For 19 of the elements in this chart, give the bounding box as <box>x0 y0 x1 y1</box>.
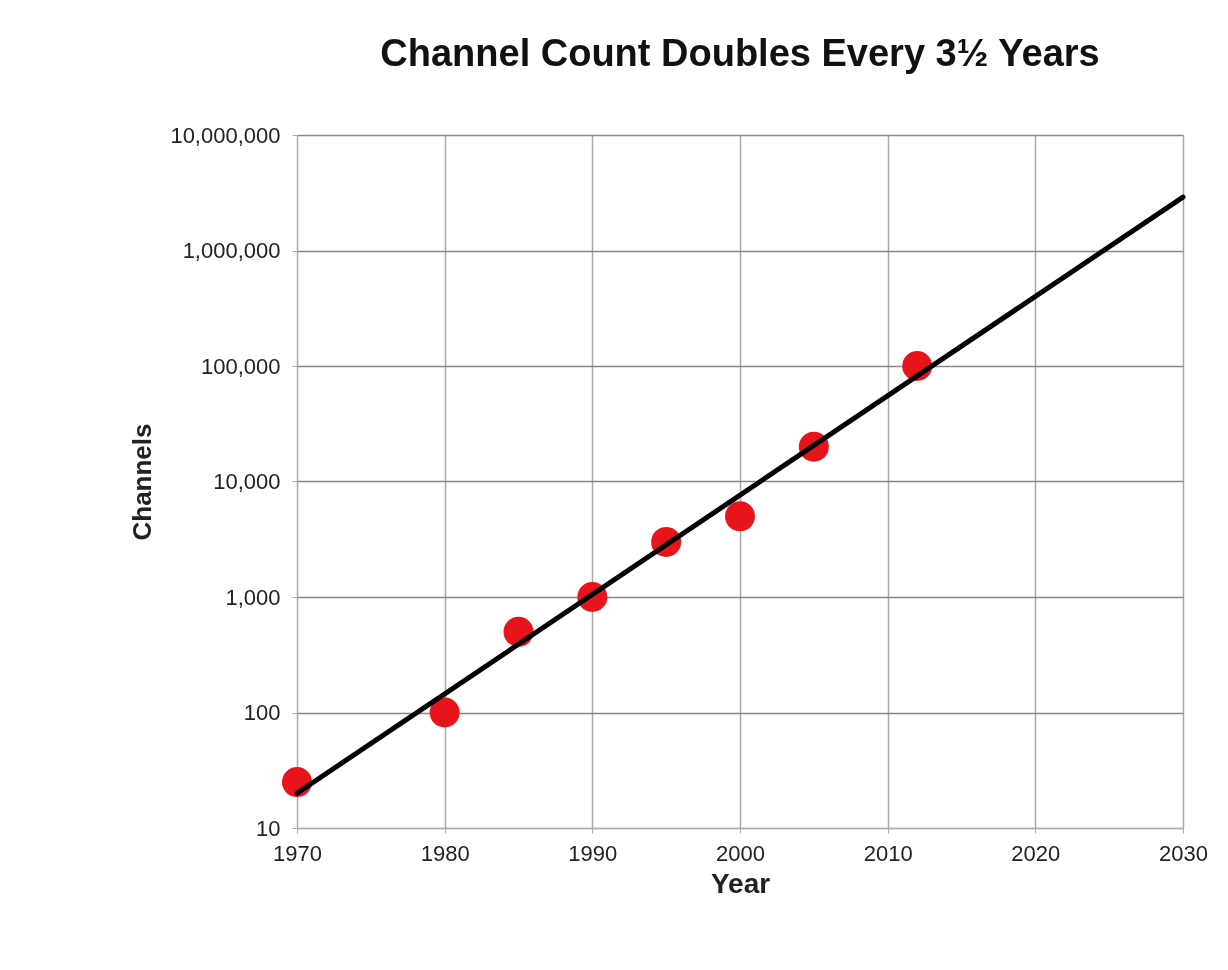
x-axis-title: Year <box>710 867 771 899</box>
y-tick-label: 10 <box>256 815 281 841</box>
x-tick-label: 2000 <box>716 840 765 866</box>
y-tick-label: 10,000,000 <box>170 122 281 148</box>
x-tick-label: 2020 <box>1011 840 1061 866</box>
x-tick-label: 1970 <box>273 840 322 866</box>
x-tick-label: 2010 <box>863 840 913 866</box>
y-axis-title: Channels <box>127 423 158 541</box>
x-tick-label: 2030 <box>1159 840 1208 866</box>
y-tick-label: 1,000,000 <box>182 238 281 263</box>
y-tick-label: 100,000 <box>200 353 281 379</box>
point <box>429 697 460 728</box>
point <box>725 501 755 532</box>
x-tick-label: 1980 <box>420 840 470 866</box>
y-tick-label: 1,000 <box>225 584 281 610</box>
x-tick-label: 1990 <box>568 840 618 866</box>
chart-title: Channel Count Doubles Every 3½ Years <box>380 32 1100 74</box>
y-tick-label: 10,000 <box>213 469 281 494</box>
y-tick-label: 100 <box>243 700 281 725</box>
